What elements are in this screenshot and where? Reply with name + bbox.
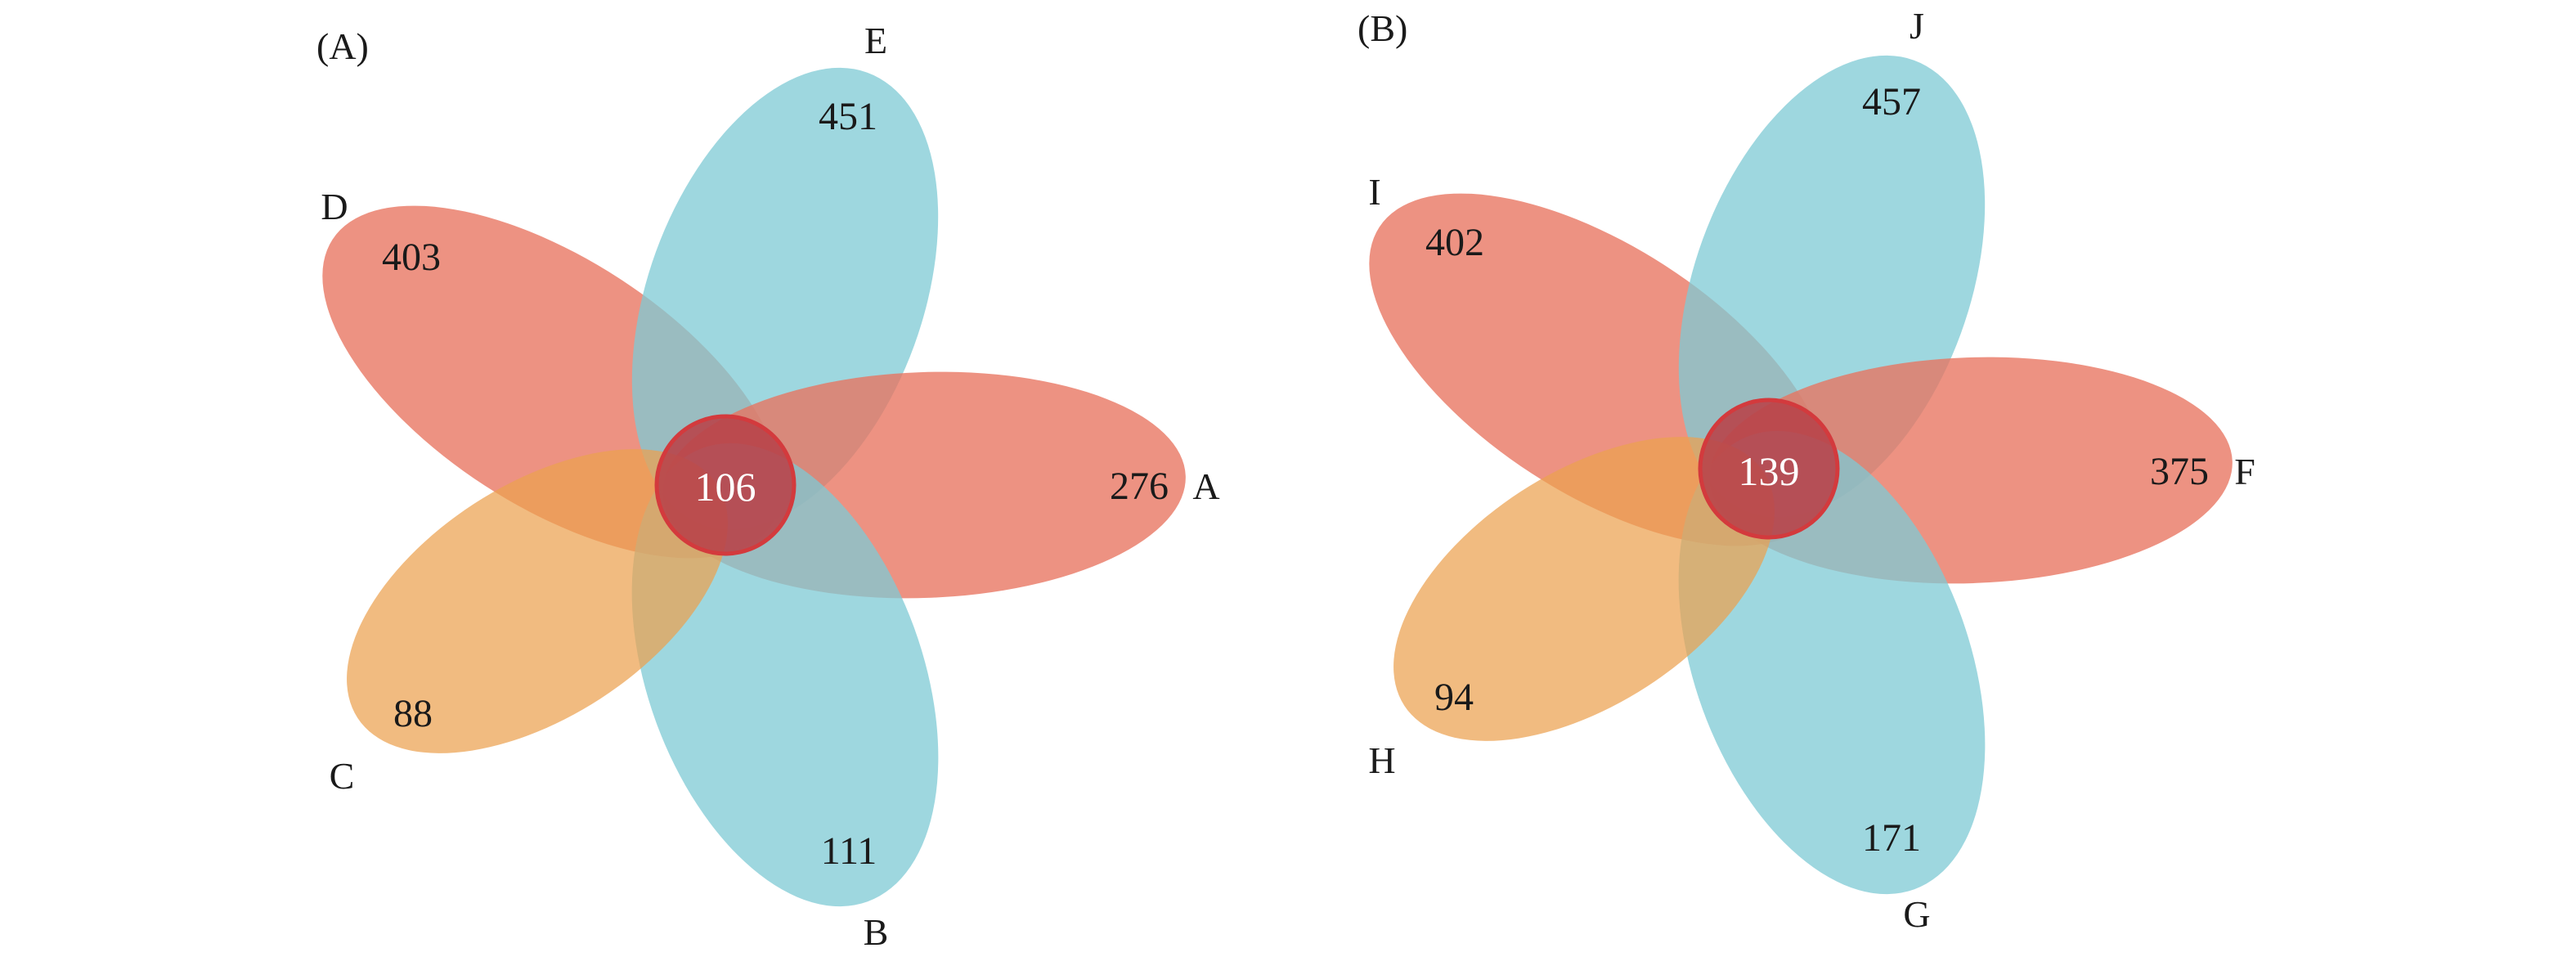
petal-h (1393, 437, 1775, 741)
core-count-b: 139 (1739, 448, 1800, 494)
set-label-g: G (1903, 893, 1930, 935)
petal-group-b (1369, 55, 2233, 895)
count-a: 276 (1110, 465, 1169, 508)
count-b: 111 (821, 829, 877, 873)
count-g: 171 (1862, 816, 1921, 860)
petal-c (347, 449, 728, 753)
set-label-c: C (330, 755, 355, 797)
core-circle-b (1698, 398, 1840, 540)
set-label-j: J (1910, 5, 1924, 47)
set-label-e: E (864, 20, 887, 61)
venn-panel-b: (B) 139 375 F 171 G 94 H 402 I 457 J (1358, 5, 2255, 935)
count-j: 457 (1862, 80, 1921, 124)
set-label-b: B (864, 911, 889, 953)
set-label-a: A (1192, 465, 1219, 507)
set-label-f: F (2234, 451, 2255, 492)
set-label-i: I (1368, 171, 1380, 213)
venn-panel-a: (A) 106 276 A 111 B 88 C 403 D 451 E (316, 20, 1220, 953)
count-i: 402 (1425, 221, 1484, 264)
core-circle-a (654, 414, 797, 556)
panel-label-a: (A) (316, 25, 369, 67)
count-f: 375 (2150, 450, 2209, 493)
set-label-d: D (321, 186, 348, 227)
count-c: 88 (393, 692, 433, 735)
count-h: 94 (1434, 676, 1474, 719)
panel-label-b: (B) (1358, 7, 1407, 49)
set-label-h: H (1368, 739, 1395, 781)
count-d: 403 (382, 236, 441, 279)
count-e: 451 (819, 95, 877, 138)
core-count-a: 106 (695, 464, 756, 510)
